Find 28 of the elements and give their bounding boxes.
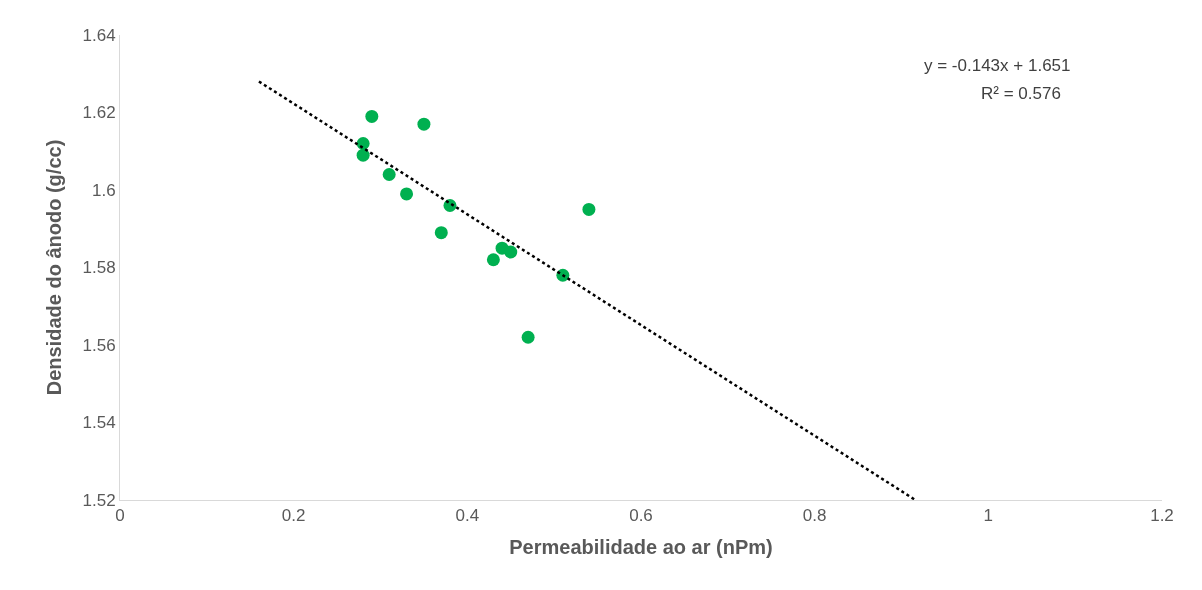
point: [434, 226, 448, 240]
x-tick-label: 0: [115, 506, 125, 526]
annotation: R² = 0.576: [981, 84, 1061, 103]
x-tick-label: 0.2: [281, 506, 306, 526]
point: [582, 202, 596, 216]
x-tick-label: 0.8: [802, 506, 827, 526]
y-tick-label: 1.6: [91, 180, 116, 200]
y-tick-label: 1.62: [82, 103, 116, 123]
y-axis-title: Densidade do ânodo (g/cc): [43, 139, 66, 396]
annotation: y = -0.143x + 1.651: [924, 56, 1071, 75]
point: [400, 187, 414, 201]
x-tick-label: 0.4: [455, 506, 480, 526]
x-axis-title: Permeabilidade ao ar (nPm): [509, 535, 773, 558]
y-tick-label: 1.64: [82, 25, 116, 45]
point: [486, 253, 500, 267]
y-tick-label: 1.58: [82, 258, 116, 278]
point: [365, 109, 379, 123]
y-tick-label: 1.54: [82, 413, 116, 433]
point: [521, 330, 535, 344]
point: [356, 148, 370, 162]
x-tick-label: 1.2: [1150, 506, 1174, 526]
point: [417, 117, 431, 131]
y-tick-label: 1.56: [82, 335, 116, 355]
point: [382, 168, 396, 181]
x-tick-label: 0.6: [629, 506, 653, 526]
x-tick-label: 1: [983, 506, 994, 526]
point: [504, 245, 518, 259]
y-tick-label: 1.52: [82, 490, 116, 510]
